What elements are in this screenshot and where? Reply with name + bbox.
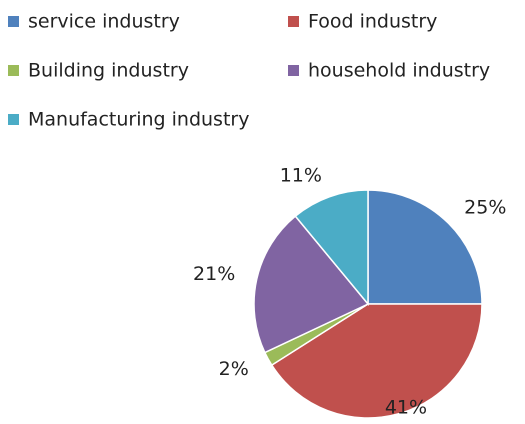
data-label: 21%: [193, 263, 235, 285]
legend-swatch: [8, 114, 19, 125]
legend-swatch: [288, 65, 299, 76]
legend-swatch: [8, 16, 19, 27]
legend-swatch: [8, 65, 19, 76]
data-label: 41%: [385, 397, 427, 419]
legend-label: Food industry: [308, 11, 437, 33]
pie-slice: [253, 215, 370, 354]
data-label: 25%: [464, 196, 506, 218]
legend-label: Manufacturing industry: [28, 109, 249, 131]
legend-label: service industry: [28, 11, 180, 33]
legend-label: household industry: [308, 60, 490, 82]
pie-slice: [294, 189, 369, 307]
data-label: 11%: [280, 165, 322, 187]
pie-slice: [367, 189, 483, 305]
legend-swatch: [288, 16, 299, 27]
legend-label: Building industry: [28, 60, 189, 82]
data-label: 2%: [219, 358, 249, 380]
